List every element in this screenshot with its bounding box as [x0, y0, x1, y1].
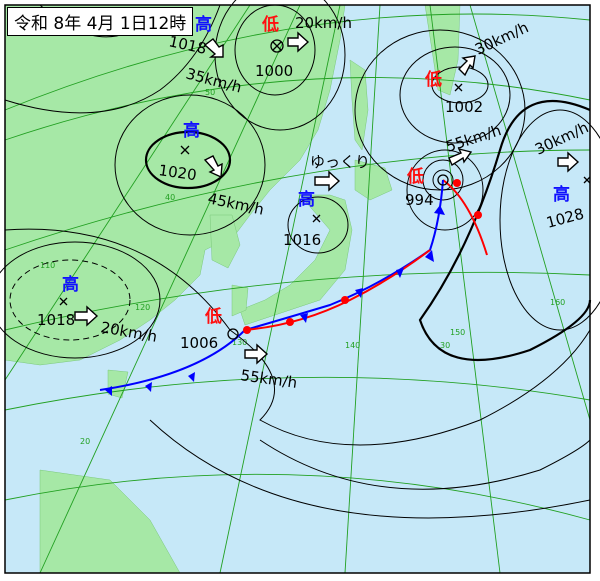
svg-text:高: 高: [553, 184, 570, 205]
lon-label: 140: [345, 341, 360, 350]
warm-front-east: [442, 179, 488, 256]
svg-text:994: 994: [405, 191, 434, 209]
map-title: 令和 8年 4月 1日12時: [7, 7, 194, 36]
lon-label: 110: [40, 261, 55, 270]
svg-text:1018: 1018: [37, 311, 75, 329]
low-1000: 低 1000 20km/h: [255, 14, 352, 80]
lon-label: 150: [450, 328, 465, 337]
low-center-icon: [227, 328, 239, 340]
svg-text:低: 低: [424, 69, 442, 90]
svg-text:1006: 1006: [180, 334, 218, 352]
svg-text:1000: 1000: [255, 62, 293, 80]
svg-text:1002: 1002: [445, 98, 483, 116]
svg-text:高: 高: [195, 14, 212, 35]
low-center-icon: [270, 39, 284, 53]
svg-text:1016: 1016: [283, 231, 321, 249]
high-1016: 高 1016 ゆっくり: [283, 153, 370, 249]
svg-text:低: 低: [261, 14, 279, 35]
svg-text:低: 低: [406, 166, 424, 187]
isobars: [0, 0, 600, 519]
movement-arrows: [74, 31, 580, 365]
cold-front: [99, 179, 444, 391]
fronts: [99, 179, 488, 396]
svg-text:高: 高: [298, 189, 315, 210]
high-center-icon: [180, 145, 190, 155]
lat-label: 50: [205, 88, 215, 97]
lat-label: 40: [165, 193, 175, 202]
svg-text:高: 高: [62, 274, 79, 295]
high-center-icon: [59, 297, 68, 306]
lon-label: 160: [550, 298, 565, 307]
high-center-icon: [583, 176, 591, 184]
svg-text:ゆっくり: ゆっくり: [310, 153, 370, 171]
svg-text:高: 高: [183, 120, 200, 141]
svg-text:20km/h: 20km/h: [295, 14, 352, 32]
svg-text:低: 低: [204, 306, 222, 327]
low-center-icon: [437, 174, 449, 186]
high-center-icon: [312, 214, 321, 223]
warm-front: [244, 249, 431, 331]
map-frame: [4, 4, 591, 574]
lat-label: 30: [440, 341, 450, 350]
lon-label: 130: [232, 338, 247, 347]
svg-text:1020: 1020: [157, 161, 197, 184]
low-center-icon: [454, 83, 463, 92]
lat-lon-grid: 50 40 30 20 110 120 130 140 150 160: [4, 4, 591, 574]
lon-label: 120: [135, 303, 150, 312]
lat-label: 20: [80, 437, 90, 446]
